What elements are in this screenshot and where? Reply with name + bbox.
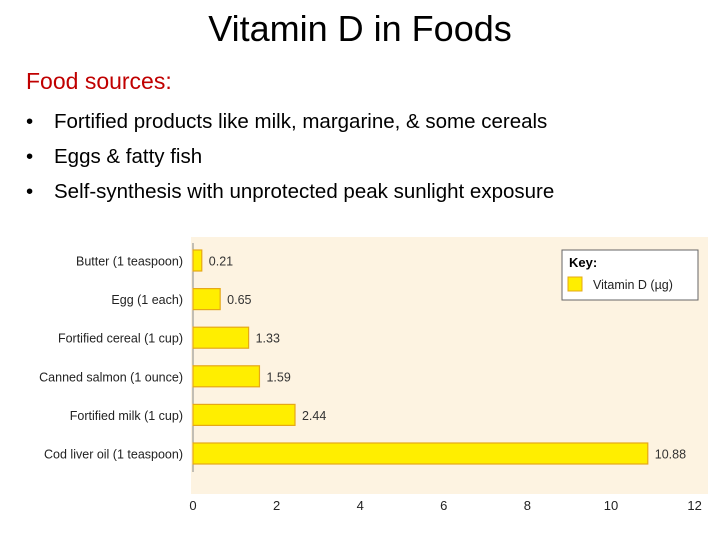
legend-title: Key:	[569, 255, 597, 270]
category-label: Butter (1 teaspoon)	[76, 255, 183, 269]
category-label: Fortified milk (1 cup)	[70, 409, 183, 423]
bar	[192, 288, 221, 311]
category-label: Fortified cereal (1 cup)	[58, 332, 183, 346]
x-tick-label: 4	[357, 498, 364, 513]
bullet-dot-icon: •	[26, 145, 34, 168]
bar	[192, 249, 203, 272]
bar	[192, 403, 296, 426]
bullet-dot-icon: •	[26, 180, 34, 203]
bar	[192, 365, 261, 388]
category-label: Egg (1 each)	[111, 293, 183, 307]
category-label: Canned salmon (1 ounce)	[39, 370, 183, 384]
x-tick-label: 2	[273, 498, 280, 513]
bullet-list: • Fortified products like milk, margarine…	[26, 108, 554, 213]
data-label: 1.59	[266, 370, 290, 384]
legend-box	[561, 249, 699, 301]
bullet-text: Fortified products like milk, margarine,…	[54, 110, 548, 133]
slide-title: Vitamin D in Foods	[208, 8, 512, 49]
x-tick-label: 12	[687, 498, 701, 513]
bullet-item: • Self-synthesis with unprotected peak su…	[26, 178, 554, 213]
bullet-item: • Fortified products like milk, margarine…	[26, 108, 554, 143]
data-label: 1.33	[256, 332, 280, 346]
x-tick-label: 6	[440, 498, 447, 513]
bar	[192, 326, 250, 349]
x-tick-label: 0	[189, 498, 196, 513]
data-label: 0.21	[209, 255, 233, 269]
section-heading: Food sources:	[26, 68, 172, 94]
x-tick-label: 10	[604, 498, 618, 513]
bar	[192, 442, 649, 465]
data-label: 10.88	[655, 448, 686, 462]
bullet-item: • Eggs & fatty fish	[26, 143, 554, 178]
legend-label: Vitamin D (µg)	[593, 278, 673, 292]
data-label: 2.44	[302, 409, 326, 423]
bullet-text: Eggs & fatty fish	[54, 145, 203, 168]
bullet-text: Self-synthesis with unprotected peak sun…	[54, 180, 555, 203]
data-label: 0.65	[227, 293, 251, 307]
legend-swatch	[567, 276, 583, 292]
category-label: Cod liver oil (1 teaspoon)	[44, 448, 183, 462]
x-tick-label: 8	[524, 498, 531, 513]
bullet-dot-icon: •	[26, 110, 34, 133]
